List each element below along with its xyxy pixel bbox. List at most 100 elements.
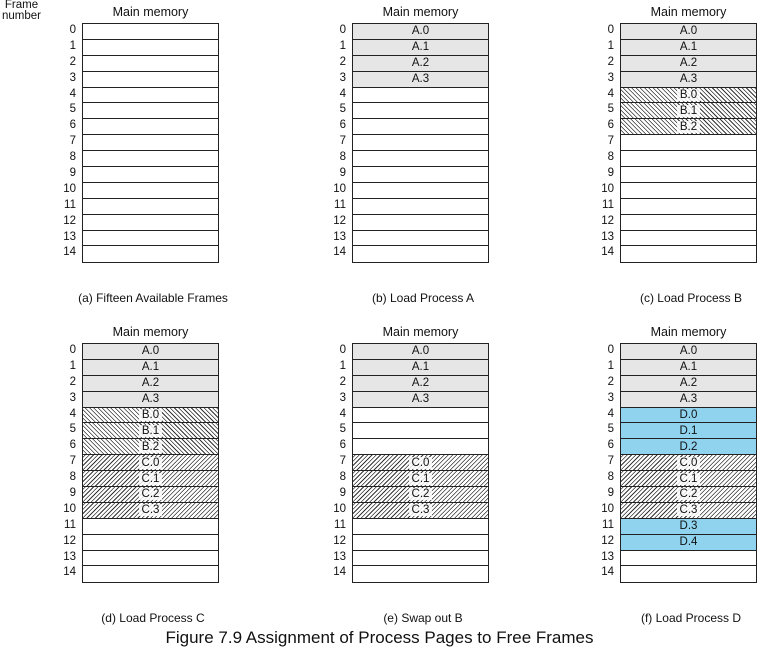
main-memory-label: Main memory: [382, 325, 459, 339]
page-label: A.1: [411, 361, 430, 374]
memory-frame: D.3: [621, 518, 756, 535]
memory-column: A.0 A.1 A.2 A.3: [352, 23, 489, 264]
frame-number: 13: [63, 230, 76, 243]
page-label: C.0: [676, 456, 701, 469]
page-label: A.2: [411, 377, 430, 390]
page-label: A.0: [411, 345, 430, 358]
frame-number-column: 0 1 2 3 4 5 6 7 8 9 10 11 12 13 14: [46, 23, 76, 261]
memory-frame: A.1: [353, 39, 488, 56]
memory-column: A.0 A.1 A.2 A.3 B.0 B.1 B.2 C.0 C.1 C.2 C.3: [82, 343, 219, 584]
frame-number: 2: [69, 375, 76, 388]
frame-number: 2: [607, 375, 614, 388]
memory-column: [82, 23, 219, 264]
frame-number: 0: [339, 344, 346, 356]
memory-frame: [83, 103, 218, 120]
memory-frame: [83, 215, 218, 231]
frame-number: 12: [63, 534, 76, 547]
memory-frame: C.1: [353, 471, 488, 488]
frame-number: 11: [602, 198, 614, 211]
frame-number: 3: [339, 391, 346, 404]
frame-number: 4: [339, 407, 346, 420]
memory-frame: B.0: [83, 407, 218, 424]
memory-frame: A.0: [83, 344, 218, 360]
page-label: C.0: [138, 456, 163, 469]
panel-caption: (a) Fifteen Available Frames: [78, 291, 228, 305]
memory-frame: [621, 183, 756, 199]
frame-number: 0: [69, 24, 76, 36]
memory-frame: C.0: [621, 455, 756, 472]
main-memory-label: Main memory: [650, 5, 727, 19]
memory-frame: A.2: [83, 375, 218, 392]
frame-number: 6: [69, 119, 76, 132]
memory-frame: A.0: [353, 344, 488, 360]
page-label: D.1: [679, 424, 698, 437]
frame-number: 13: [333, 550, 346, 563]
page-label: D.0: [679, 409, 698, 421]
memory-frame: B.1: [621, 103, 756, 120]
memory-frame: A.2: [621, 375, 756, 392]
page-label: A.3: [679, 73, 698, 86]
frame-number-header: Frame number: [2, 0, 41, 22]
page-label: B.1: [676, 104, 701, 117]
page-label: B.0: [676, 89, 701, 101]
frame-number: 9: [607, 167, 614, 180]
frame-number: 5: [607, 103, 614, 116]
page-label: A.3: [679, 393, 698, 406]
memory-frame: A.2: [353, 55, 488, 72]
memory-frame: [83, 183, 218, 199]
frame-number: 10: [333, 182, 346, 195]
page-label: A.1: [679, 41, 698, 54]
memory-frame: [83, 72, 218, 88]
page-label: A.1: [679, 361, 698, 374]
memory-frame: C.3: [621, 502, 756, 519]
frame-number: 1: [607, 359, 614, 372]
memory-frame: [621, 246, 756, 262]
frame-number: 6: [607, 119, 614, 132]
frame-number: 2: [339, 375, 346, 388]
frame-number: 8: [339, 471, 346, 484]
memory-frame: B.1: [83, 423, 218, 440]
memory-frame: [353, 151, 488, 168]
page-label: A.3: [141, 393, 160, 406]
frame-number: 6: [607, 439, 614, 452]
frame-number: 9: [339, 487, 346, 500]
page-label: A.2: [411, 57, 430, 70]
frame-number: 3: [339, 71, 346, 84]
memory-frame: [353, 408, 488, 424]
frame-number: 12: [601, 534, 614, 547]
frame-number-column: 0 1 2 3 4 5 6 7 8 9 10 11 12 13 14: [316, 23, 346, 261]
memory-frame: B.2: [83, 439, 218, 456]
memory-frame: [353, 103, 488, 120]
frame-number: 10: [333, 502, 346, 515]
frame-number: 13: [601, 230, 614, 243]
memory-frame: A.0: [621, 344, 756, 360]
memory-frame: [621, 135, 756, 152]
figure-caption: Figure 7.9 Assignment of Process Pages t…: [165, 628, 594, 647]
memory-frame: C.2: [83, 487, 218, 503]
frame-number: 0: [607, 344, 614, 356]
frame-number: 0: [69, 344, 76, 356]
main-memory-label: Main memory: [650, 325, 727, 339]
panel-caption: (f) Load Process D: [640, 611, 742, 625]
frame-number: 8: [607, 471, 614, 484]
frame-number: 7: [607, 455, 614, 468]
main-memory-label: Main memory: [382, 5, 459, 19]
memory-frame: A.3: [353, 391, 488, 408]
frame-number: 11: [64, 198, 76, 211]
memory-column: A.0 A.1 A.2 A.3 D.0 D.1 D.2 C.0 C.1 C.2 C.3 D.3 D.4: [620, 343, 757, 584]
memory-frame: [353, 135, 488, 152]
memory-frame: [353, 88, 488, 104]
memory-frame: [621, 231, 756, 247]
page-label: C.2: [676, 488, 701, 501]
frame-number: 12: [333, 534, 346, 547]
memory-frame: D.2: [621, 439, 756, 456]
panel-caption: (c) Load Process B: [639, 291, 743, 305]
frame-number: 1: [339, 39, 346, 52]
memory-frame: [621, 151, 756, 168]
frame-number: 9: [339, 167, 346, 180]
frame-number: 3: [69, 391, 76, 404]
memory-frame: [83, 151, 218, 168]
frame-number: 7: [339, 135, 346, 148]
frame-number: 7: [69, 455, 76, 468]
memory-frame: A.2: [621, 55, 756, 72]
